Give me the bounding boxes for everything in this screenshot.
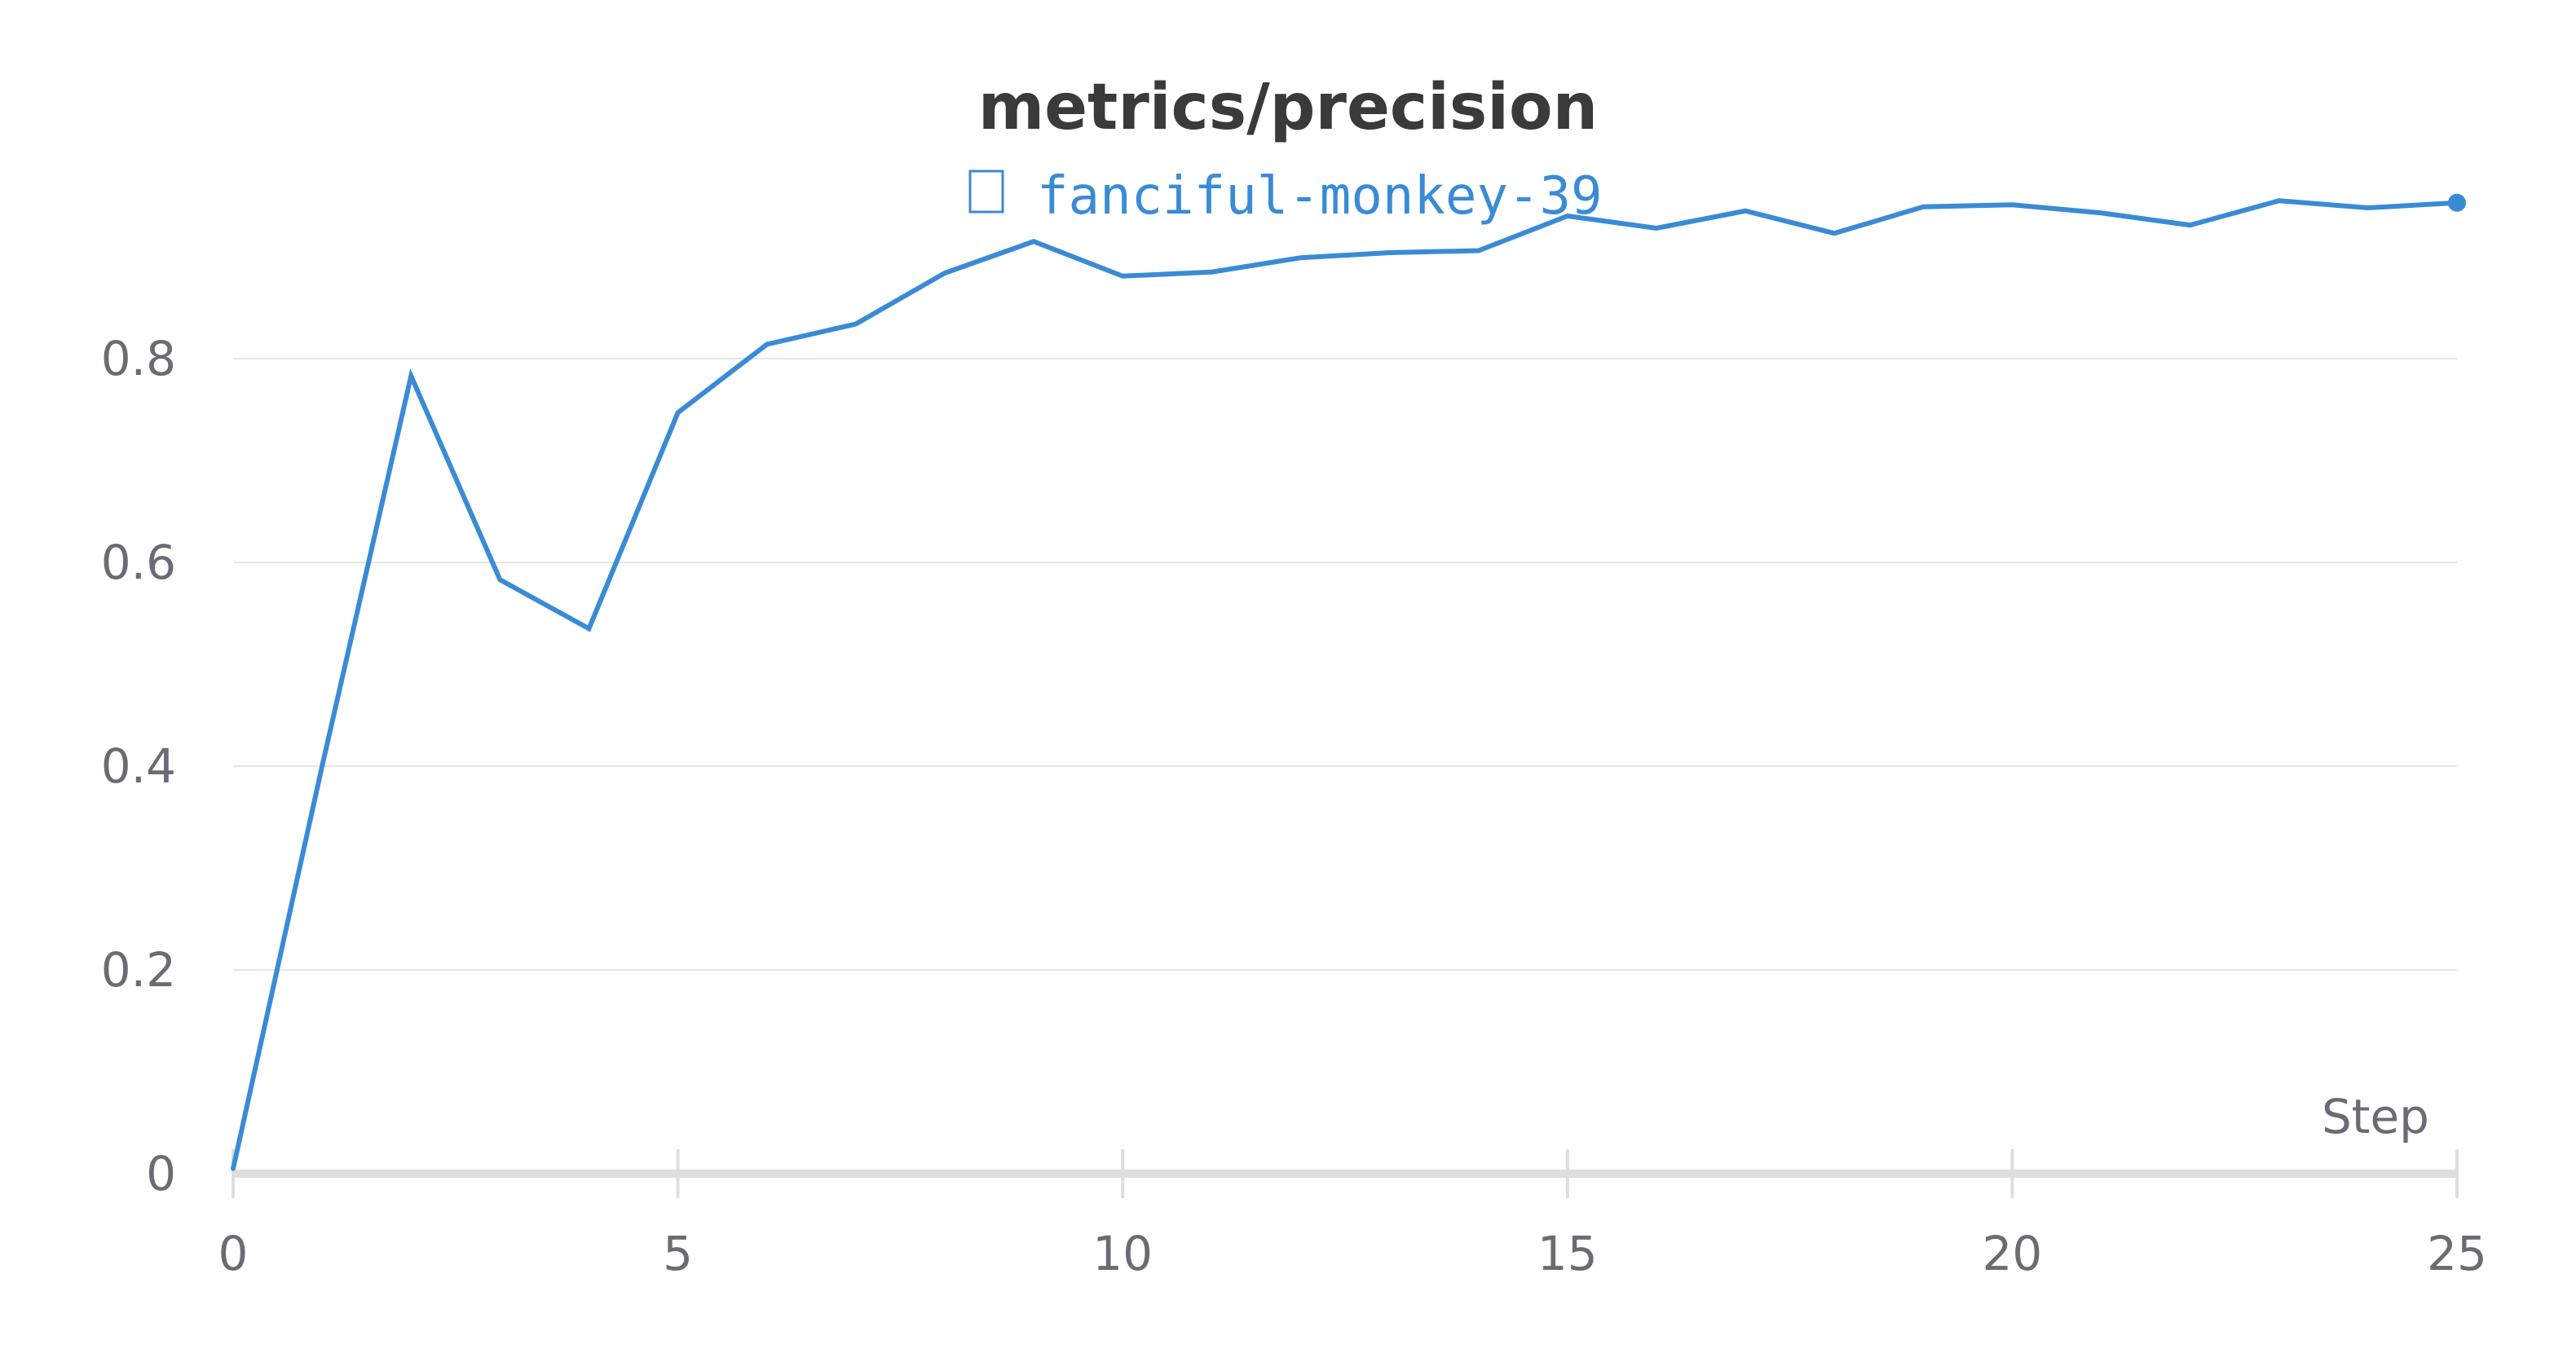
y-tick-label: 0.6 xyxy=(101,535,176,590)
x-tick-label: 10 xyxy=(1092,1226,1153,1281)
legend: fanciful-monkey-39 xyxy=(968,166,1603,227)
x-tick-label: 5 xyxy=(663,1226,693,1281)
legend-swatch[interactable] xyxy=(968,170,1004,214)
chart-title: metrics/precision xyxy=(978,71,1598,144)
y-tick-label: 0.2 xyxy=(101,942,176,998)
x-axis-label: Step xyxy=(2322,1089,2429,1144)
series-last-point[interactable] xyxy=(2448,193,2466,212)
x-tick-label: 0 xyxy=(218,1226,249,1281)
x-tick-label: 20 xyxy=(1982,1226,2042,1281)
series-line[interactable] xyxy=(231,198,2459,1171)
y-tick-label: 0.4 xyxy=(101,738,176,794)
grid-lines xyxy=(233,358,2457,971)
y-tick-label: 0 xyxy=(146,1146,176,1201)
legend-series-name: fanciful-monkey-39 xyxy=(1037,166,1603,227)
y-axis: 0 0.2 0.4 0.6 0.8 xyxy=(101,331,176,1201)
x-tick-label: 15 xyxy=(1537,1226,1598,1281)
y-tick-label: 0.8 xyxy=(101,331,176,386)
series-layer xyxy=(231,193,2466,1171)
x-tick-label: 25 xyxy=(2427,1226,2487,1281)
x-axis: 0 5 10 15 20 25 xyxy=(218,1149,2487,1281)
